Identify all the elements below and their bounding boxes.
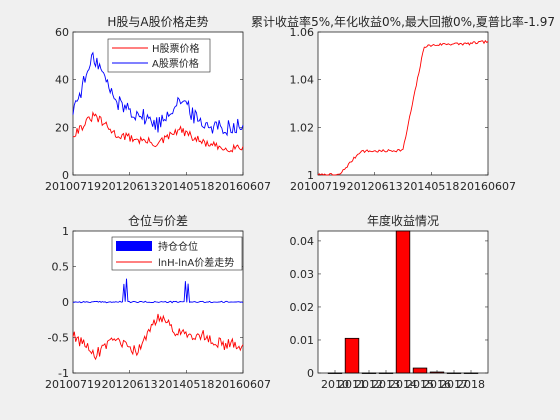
y-tick-label: 20 <box>55 121 69 134</box>
y-tick-label: 40 <box>55 74 69 87</box>
x-tick-label: 20100719 <box>45 378 101 391</box>
annual-bar-2015 <box>412 367 428 374</box>
y-tick-label: 1.06 <box>290 26 315 39</box>
spread-legend: 持仓仓位 lnH-lnA价差走势 <box>111 236 243 271</box>
y-tick-label: 0 <box>307 367 314 380</box>
series-line-1-0 <box>317 39 489 176</box>
annual-bar-2012 <box>361 372 377 374</box>
y-tick-label: 1 <box>62 225 69 238</box>
annual-return-chart: 年度收益情况 0 0.01 0.02 0.03 0.04 2010201120122013… <box>290 213 489 391</box>
x-tick-label: 20160607 <box>215 378 271 391</box>
price-legend-a-label: A股票价格 <box>152 57 199 70</box>
x-tick-label: 2016 <box>423 378 451 391</box>
price-legend: H股票价格 A股票价格 <box>107 38 211 73</box>
x-tick-label: 2011 <box>338 378 366 391</box>
x-tick-label: 20160607 <box>460 180 516 193</box>
y-tick-label: 1.04 <box>290 74 315 87</box>
spread-chart-title: 仓位与价差 <box>128 213 188 228</box>
spread-legend-position-label: 持仓仓位 <box>158 240 198 253</box>
series-line-2-0 <box>73 278 244 304</box>
series-line-0-0 <box>72 110 244 153</box>
x-tick-label: 2014 <box>389 378 417 391</box>
spread-legend-spread-label: lnH-lnA价差走势 <box>158 256 234 269</box>
x-tick-label: 2010 <box>321 378 349 391</box>
annual-bar-2017 <box>446 372 462 374</box>
annual-bar-2010 <box>327 372 343 374</box>
x-tick-label: 20160607 <box>215 180 271 193</box>
y-tick-label: 60 <box>55 26 69 39</box>
series-line-0-1 <box>72 51 244 137</box>
price-chart-title: H股与A股价格走势 <box>107 14 208 29</box>
x-tick-label: 20120613 <box>347 180 403 193</box>
x-tick-label: 20120613 <box>102 180 158 193</box>
x-tick-label: 20140518 <box>158 180 214 193</box>
y-tick-label: 0.02 <box>290 301 315 314</box>
annual-bar-2014 <box>395 230 411 374</box>
y-tick-label: 1 <box>307 169 314 182</box>
x-tick-label: 20120613 <box>102 378 158 391</box>
return-chart-title: 累计收益率5%,年化收益0%,最大回撤0%,夏普比率-1.97 <box>251 14 555 29</box>
x-tick-label: 2015 <box>406 378 434 391</box>
x-tick-label: 2013 <box>372 378 400 391</box>
annual-chart-title: 年度收益情况 <box>367 213 439 228</box>
return-plot-area <box>317 31 489 176</box>
y-tick-label: 0.04 <box>290 235 315 248</box>
y-tick-label: 0 <box>62 296 69 309</box>
y-tick-label: 0.01 <box>290 334 315 347</box>
x-tick-label: 20100719 <box>45 180 101 193</box>
y-tick-label: 0.5 <box>52 261 70 274</box>
x-tick-label: 20140518 <box>158 378 214 391</box>
position-spread-chart: 仓位与价差 -1 -0.5 0 0.5 1 20100719 20120613 2014051… <box>45 213 271 391</box>
annual-bar-2011 <box>344 337 360 374</box>
x-tick-label: 2018 <box>457 378 485 391</box>
series-line-2-1 <box>72 313 244 361</box>
annual-bar-2016 <box>429 371 445 374</box>
price-trend-chart: H股与A股价格走势 0 20 40 60 20100719 20120613 2014051… <box>45 14 271 193</box>
price-legend-box <box>107 38 211 73</box>
y-tick-label: 1.02 <box>290 121 315 134</box>
y-tick-label: 0.03 <box>290 268 315 281</box>
y-tick-label: -0.5 <box>48 332 69 345</box>
y-tick-label: -1 <box>58 367 69 380</box>
cumulative-return-chart: 累计收益率5%,年化收益0%,最大回撤0%,夏普比率-1.97 1 1.02 1.0… <box>251 14 555 193</box>
x-tick-label: 20100719 <box>290 180 346 193</box>
y-tick-label: 0 <box>62 169 69 182</box>
annual-bar-2013 <box>378 372 394 374</box>
x-tick-label: 2017 <box>440 378 468 391</box>
x-tick-label: 20140518 <box>403 180 459 193</box>
x-tick-label: 2012 <box>355 378 383 391</box>
price-legend-h-label: H股票价格 <box>152 42 200 55</box>
annual-bar-2018 <box>463 372 479 374</box>
spread-legend-position-swatch <box>116 241 152 251</box>
